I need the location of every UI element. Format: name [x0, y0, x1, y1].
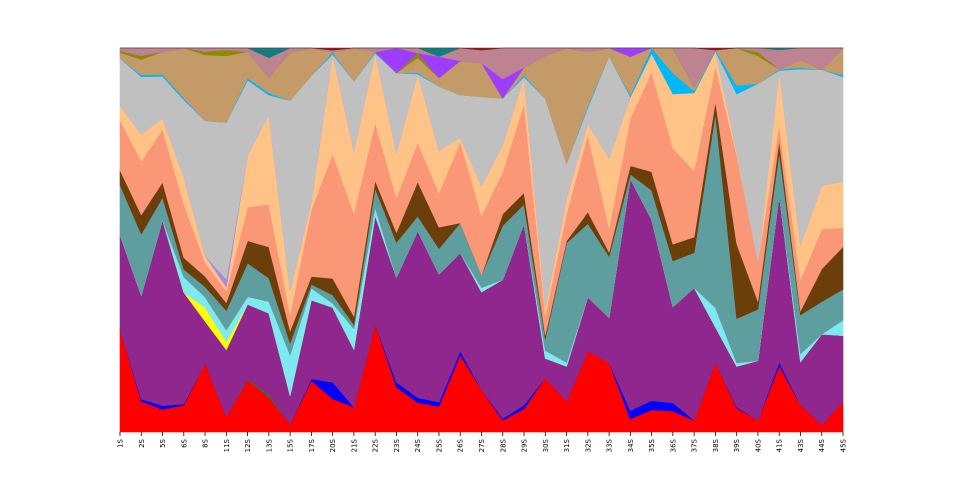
x-tick-label: 44S	[818, 438, 826, 452]
x-tick-label: 36S	[669, 438, 677, 452]
x-tick-label: 27S	[478, 438, 486, 452]
x-axis: 1S 2S 5S 6S 8S 11S 12S 13S 15S 17S 20S 21S 22S 23S 24S…	[117, 432, 848, 452]
x-tick-label: 8S	[202, 438, 210, 447]
x-tick-label: 20S	[329, 438, 337, 452]
x-tick-label: 35S	[648, 438, 656, 452]
x-tick-label: 11S	[223, 438, 231, 452]
x-tick-label: 41S	[776, 438, 784, 452]
x-tick-label: 31S	[563, 438, 571, 452]
x-tick-label: 30S	[542, 438, 550, 452]
x-tick-label: 37S	[691, 438, 699, 452]
x-tick-label: 24S	[414, 438, 422, 452]
x-tick-label: 33S	[606, 438, 614, 452]
x-tick-label: 45S	[840, 438, 848, 452]
x-tick-label: 43S	[797, 438, 805, 452]
x-tick-label: 28S	[499, 438, 507, 452]
area-series-18	[119, 47, 844, 51]
x-tick-label: 29S	[521, 438, 529, 452]
x-tick-label: 17S	[308, 438, 316, 452]
x-tick-label: 34S	[627, 438, 635, 452]
x-tick-label: 23S	[393, 438, 401, 452]
x-tick-label: 15S	[287, 438, 295, 452]
x-tick-label: 39S	[733, 438, 741, 452]
x-tick-label: 12S	[244, 438, 252, 452]
x-tick-label: 32S	[584, 438, 592, 452]
x-tick-label: 21S	[350, 438, 358, 452]
x-tick-label: 26S	[457, 438, 465, 452]
x-tick-label: 5S	[159, 438, 167, 447]
x-tick-label: 1S	[117, 438, 125, 447]
x-tick-label: 2S	[138, 438, 146, 447]
x-tick-label: 13S	[265, 438, 273, 452]
area-series-group	[119, 47, 844, 433]
x-tick-label: 25S	[435, 438, 443, 452]
x-tick-label: 22S	[372, 438, 380, 452]
x-tick-label: 38S	[712, 438, 720, 452]
x-tick-label: 6S	[180, 438, 188, 447]
x-tick-label: 40S	[754, 438, 762, 452]
